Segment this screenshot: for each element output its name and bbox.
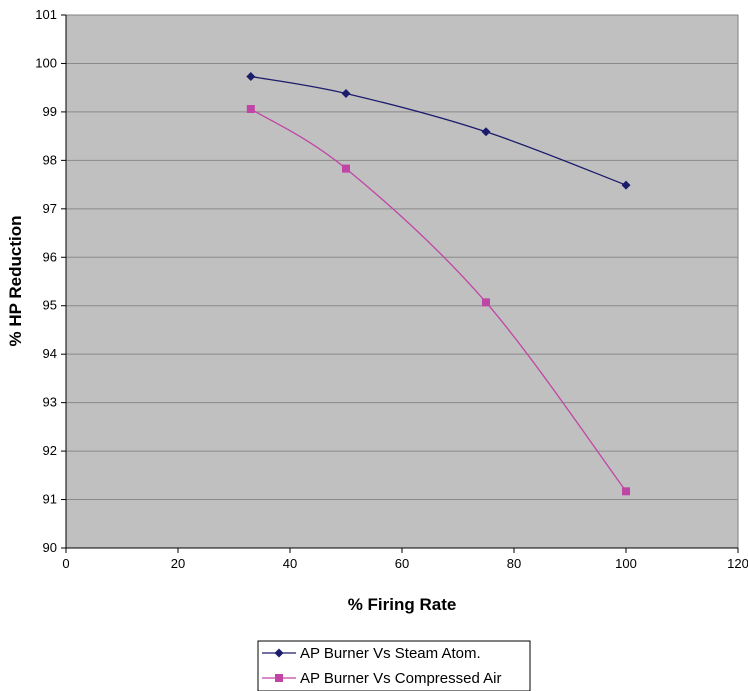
y-tick-label: 92 [43, 443, 57, 458]
y-tick-label: 97 [43, 201, 57, 216]
y-tick-label: 94 [43, 346, 57, 361]
data-point [481, 127, 491, 137]
x-axis-title: % Firing Rate [348, 595, 457, 614]
x-tick-label: 0 [62, 556, 69, 571]
legend-box [257, 640, 531, 691]
series-line [250, 108, 627, 492]
legend: AP Burner Vs Steam Atom. AP Burner Vs Com… [257, 640, 531, 691]
data-point [621, 180, 631, 190]
data-point [246, 72, 256, 82]
y-tick-label: 101 [35, 7, 57, 22]
y-tick-label: 95 [43, 298, 57, 313]
x-tick-label: 20 [171, 556, 185, 571]
y-tick-label: 90 [43, 540, 57, 555]
y-tick-label: 99 [43, 104, 57, 119]
x-tick-label: 120 [727, 556, 748, 571]
legend-label: AP Burner Vs Compressed Air [300, 670, 501, 687]
axes: 90 91 92 93 94 95 96 97 98 99 100 101 0 20 40 60 80 100 12… [35, 7, 748, 571]
y-tick-label: 91 [43, 492, 57, 507]
legend-label: AP Burner Vs Steam Atom. [300, 645, 481, 662]
series-line [250, 75, 627, 186]
gridlines [66, 62, 738, 501]
x-tick-label: 40 [283, 556, 297, 571]
legend-marker [274, 648, 284, 658]
data-point [342, 164, 350, 173]
series-group [246, 72, 631, 496]
y-tick-label: 98 [43, 152, 57, 167]
plot-area [65, 14, 739, 549]
data-point [622, 487, 630, 496]
x-tick-label: 60 [395, 556, 409, 571]
x-tick-label: 80 [507, 556, 521, 571]
x-tick-label: 100 [615, 556, 637, 571]
y-tick-label: 96 [43, 249, 57, 264]
data-point [341, 88, 351, 98]
data-point [482, 298, 490, 307]
y-axis-title: % HP Reduction [6, 216, 25, 347]
y-tick-label: 93 [43, 395, 57, 410]
y-tick-label: 100 [35, 55, 57, 70]
legend-marker [275, 674, 283, 682]
data-point [246, 105, 255, 114]
